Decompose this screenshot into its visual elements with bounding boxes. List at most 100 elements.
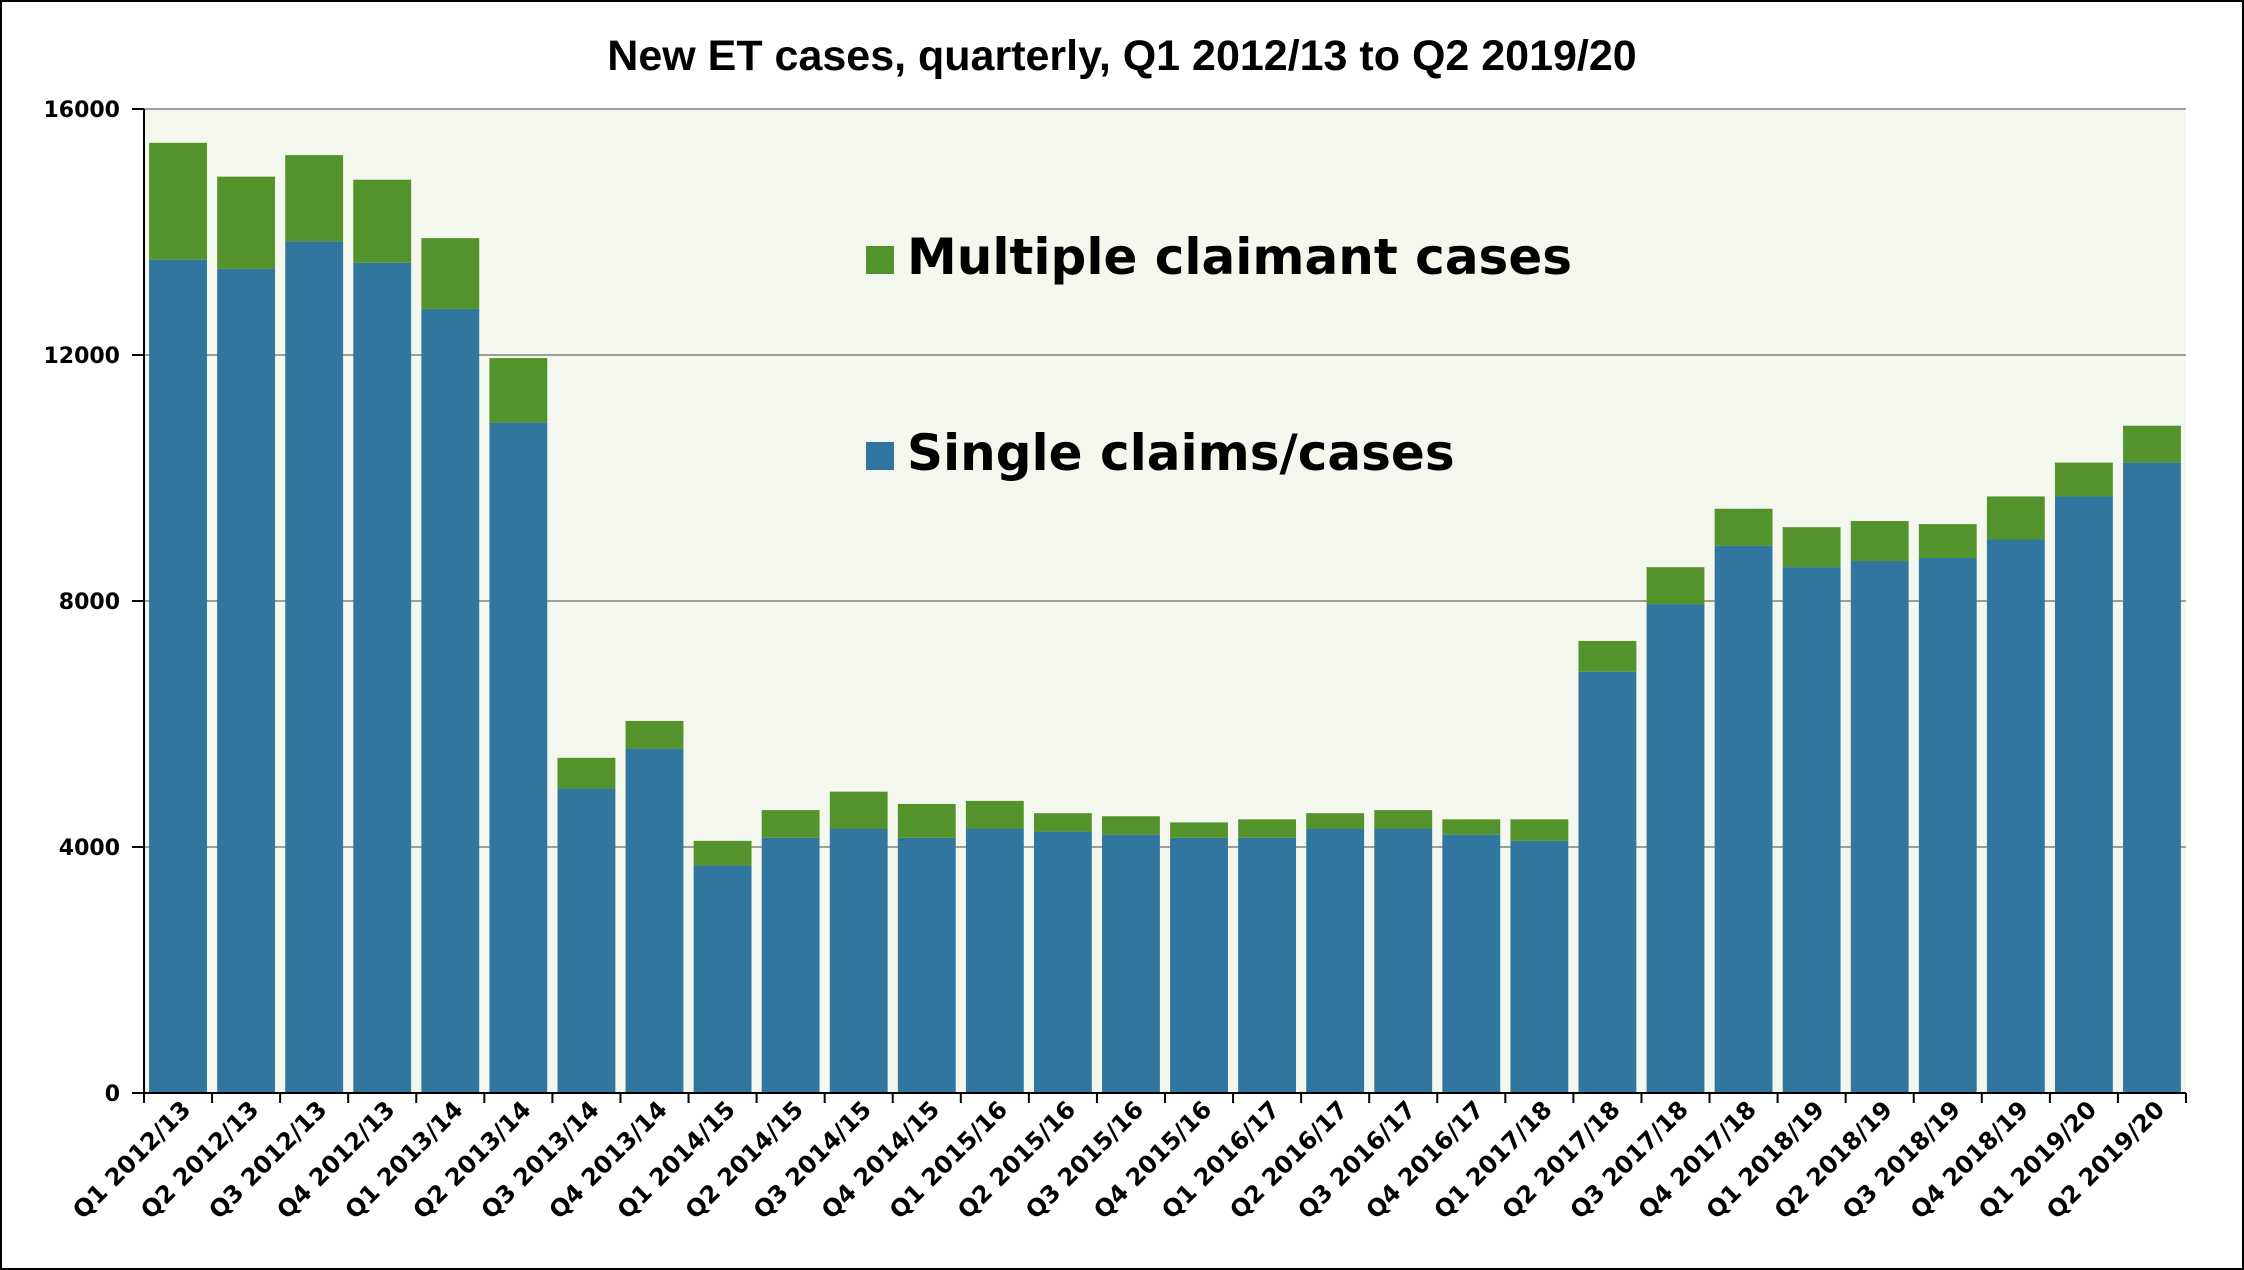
legend: Multiple claimant cases Single claims/cas… [866,228,1572,482]
bar-multiple-claimant [1374,810,1433,829]
bar-single-claims [1170,837,1228,1093]
bar-multiple-claimant [217,176,276,269]
bar-multiple-claimant [1170,822,1228,838]
x-tick-label: Q3 2014/15 [748,1095,877,1224]
bar-multiple-claimant [897,803,956,838]
bar-single-claims [897,837,956,1093]
bar-single-claims [625,748,684,1093]
bar-single-claims [1646,604,1705,1093]
x-tick-label: Q4 2015/16 [1088,1095,1217,1224]
y-axis-tick-labels: 0 4000 8000 12000 16000 [43,98,120,1107]
x-tick-label: Q3 2012/13 [203,1095,332,1224]
bar-single-claims [421,308,480,1093]
y-tick-label: 16000 [43,98,120,123]
bar-multiple-claimant [965,800,1024,829]
bar-single-claims [489,422,548,1093]
bar-single-claims [1986,539,2045,1093]
legend-swatch [866,246,894,274]
x-tick-label: Q3 2018/19 [1837,1095,1966,1224]
x-tick-label: Q3 2015/16 [1020,1095,1149,1224]
x-tick-label: Q4 2012/13 [271,1095,400,1224]
x-tick-label: Q1 2019/20 [1973,1095,2102,1224]
x-tick-label: Q1 2012/13 [67,1095,196,1224]
bar-multiple-claimant [1578,640,1637,672]
bar-single-claims [1442,834,1501,1093]
bar-multiple-claimant [2123,425,2181,463]
bar-single-claims [2054,496,2113,1093]
bar-single-claims [149,259,207,1093]
bar-single-claims [1850,561,1909,1093]
bar-multiple-claimant [1850,521,1909,562]
bar-multiple-claimant [1986,496,2045,540]
bar-single-claims [1510,840,1569,1093]
bar-single-claims [1578,671,1637,1093]
bar-single-claims [965,828,1024,1093]
bar-multiple-claimant [1102,816,1160,835]
x-tick-label: Q2 2019/20 [2041,1095,2170,1224]
x-tick-label: Q2 2016/17 [1224,1095,1353,1224]
x-tick-label: Q2 2017/18 [1497,1095,1626,1224]
bar-multiple-claimant [1714,508,1773,546]
x-tick-label: Q4 2018/19 [1905,1095,2034,1224]
bar-single-claims [2123,462,2181,1093]
x-tick-label: Q4 2013/14 [544,1095,673,1224]
x-tick-label: Q4 2016/17 [1361,1095,1490,1224]
x-tick-label: Q4 2014/15 [816,1095,945,1224]
bar-multiple-claimant [1442,819,1501,835]
bar-single-claims [1306,828,1365,1093]
legend-item-single: Single claims/cases [866,424,1455,482]
bar-multiple-claimant [285,155,344,242]
gridlines [144,108,2186,848]
bar-multiple-claimant [1033,813,1092,832]
x-tick-label: Q1 2014/15 [612,1095,741,1224]
y-tick-label: 4000 [59,836,120,861]
bar-single-claims [1918,557,1977,1093]
bar-single-claims [353,262,412,1093]
bar-multiple-claimant [1782,527,1841,568]
bar-single-claims [1238,837,1297,1093]
legend-swatch [866,442,894,470]
axes [132,108,2187,1103]
bar-multiple-claimant [421,238,480,309]
bar-single-claims [1033,831,1092,1093]
legend-item-multiple: Multiple claimant cases [866,228,1572,286]
bar-single-claims [761,837,820,1093]
bar-single-claims [693,865,752,1093]
bar-multiple-claimant [761,810,820,838]
x-tick-label: Q1 2017/18 [1429,1095,1558,1224]
y-tick-label: 8000 [59,590,120,615]
bar-multiple-claimant [557,757,616,789]
y-tick-label: 0 [105,1082,120,1107]
x-tick-label: Q2 2014/15 [680,1095,809,1224]
bar-multiple-claimant [149,142,207,260]
bar-multiple-claimant [1238,819,1297,838]
bar-single-claims [557,788,616,1093]
bar-single-claims [1374,828,1433,1093]
bar-multiple-claimant [353,179,412,263]
x-tick-label: Q2 2018/19 [1769,1095,1898,1224]
bar-multiple-claimant [693,840,752,866]
x-tick-label: Q2 2013/14 [408,1095,537,1224]
chart-title: New ET cases, quarterly, Q1 2012/13 to Q… [607,32,1636,80]
bar-multiple-claimant [489,358,548,423]
bar-multiple-claimant [625,720,684,749]
bar-single-claims [829,828,888,1093]
x-tick-label: Q2 2015/16 [952,1095,1081,1224]
bar-single-claims [1102,834,1160,1093]
legend-label: Multiple claimant cases [907,228,1572,286]
y-tick-label: 12000 [43,344,120,369]
bar-single-claims [285,241,344,1094]
bar-multiple-claimant [1510,819,1569,841]
x-tick-label: Q4 2017/18 [1633,1095,1762,1224]
x-tick-label: Q2 2012/13 [135,1095,264,1224]
x-tick-label: Q1 2015/16 [884,1095,1013,1224]
bar-multiple-claimant [829,791,888,829]
bar-single-claims [1714,545,1773,1093]
bar-single-claims [217,268,276,1093]
x-tick-label: Q3 2013/14 [476,1095,605,1224]
x-tick-label: Q1 2013/14 [340,1095,469,1224]
x-tick-label: Q1 2016/17 [1156,1095,1285,1224]
